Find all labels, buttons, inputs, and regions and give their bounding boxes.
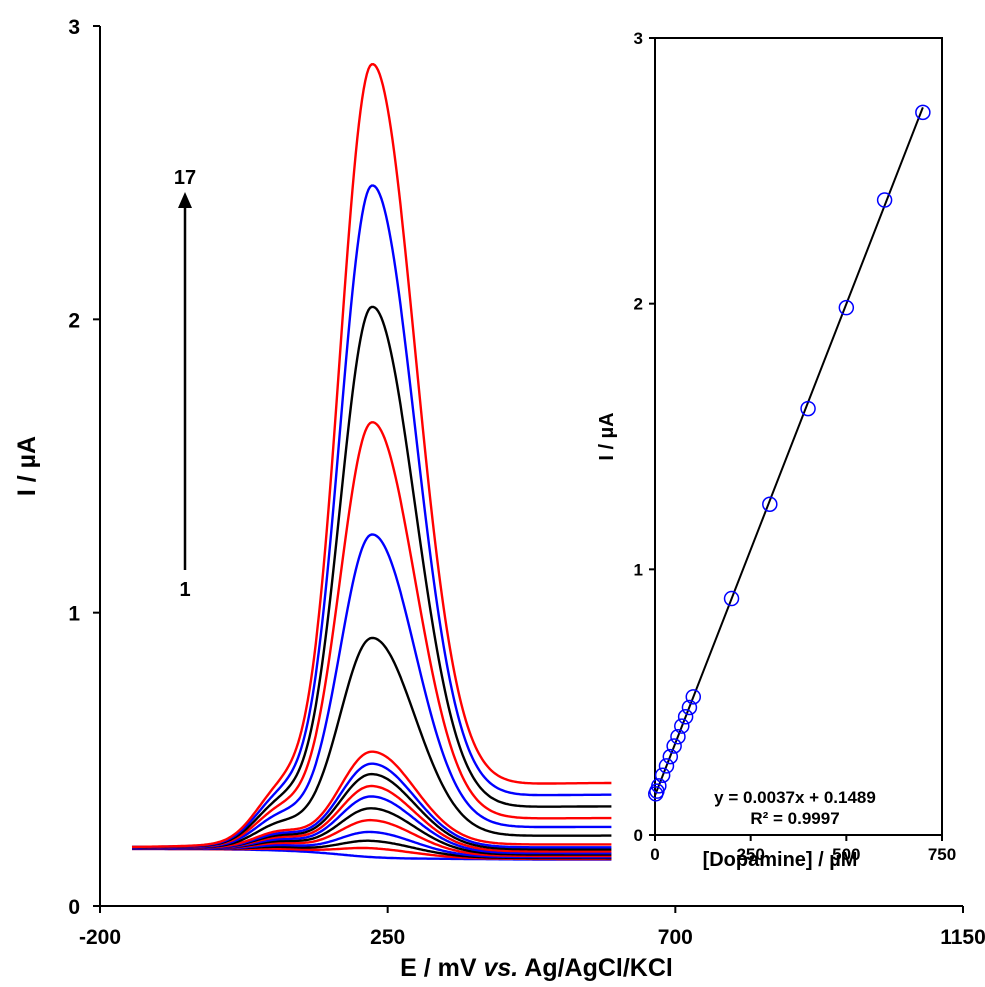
- main-chart: -200 250 700 1150 0 1 2 3 E / mV vs. Ag/AgCl/K…: [13, 16, 985, 982]
- inset-y-tick-label: 1: [634, 560, 643, 579]
- voltammogram-curve-11: [132, 750, 612, 849]
- calibration-point: [685, 689, 702, 705]
- arrow-head: [178, 192, 192, 208]
- inset-frame: [654, 37, 943, 836]
- voltammogram-curve-16: [132, 184, 612, 849]
- main-y-tick-label: 0: [68, 896, 80, 919]
- inset-y-tick-label: 2: [634, 295, 643, 314]
- voltammogram-curves: [131, 62, 612, 861]
- inset-y-axis-label: I / µA: [596, 412, 618, 460]
- regression-equation: y = 0.0037x + 0.1489: [714, 788, 876, 807]
- inset-x-ticks: 0 250 500 750: [650, 835, 956, 864]
- calibration-point: [674, 718, 690, 734]
- main-x-tick-label: -200: [79, 926, 121, 949]
- calibration-point: [762, 496, 778, 512]
- main-y-tick-label: 2: [68, 309, 80, 332]
- inset-y-tick-label: 3: [634, 29, 643, 48]
- regression-r-squared: R² = 0.9997: [750, 809, 839, 828]
- voltammogram-curve-13: [132, 533, 612, 849]
- calibration-point: [658, 758, 675, 774]
- calibration-point: [876, 192, 893, 208]
- main-x-tick-label: 700: [658, 926, 693, 949]
- inset-calibration-chart: 0 250 500 750 0 1 2 3 [Dopamine] / µM I / µA y…: [596, 29, 956, 871]
- calibration-point: [677, 709, 694, 725]
- main-x-ticks: -200 250 700 1150: [79, 906, 985, 949]
- x-axis-label-vs: vs.: [483, 954, 518, 982]
- calibration-point: [651, 778, 667, 794]
- x-axis-label-part-3: Ag/AgCl/KCl: [518, 954, 673, 982]
- calibration-point: [915, 104, 931, 121]
- main-y-tick-label: 3: [68, 16, 80, 39]
- calibration-point: [681, 699, 698, 716]
- voltammogram-curve-15: [131, 305, 612, 849]
- voltammogram-curve-17: [132, 62, 612, 849]
- inset-x-tick-label: 250: [736, 845, 764, 864]
- inset-x-tick-label: 0: [650, 845, 659, 864]
- main-x-tick-label: 250: [370, 926, 405, 949]
- calibration-point: [654, 767, 671, 783]
- inset-y-tick-label: 0: [634, 826, 643, 845]
- main-x-axis-label: E / mV vs. Ag/AgCl/KCl: [400, 954, 673, 982]
- calibration-point: [662, 748, 679, 765]
- arrow-label-top: 17: [174, 167, 196, 189]
- main-y-axis-label: I / µA: [13, 436, 41, 496]
- calibration-point: [723, 590, 740, 607]
- calibration-point: [800, 400, 816, 417]
- calibration-fit-line: [654, 107, 924, 796]
- main-y-tick-label: 1: [68, 603, 80, 626]
- voltammogram-curve-12: [132, 636, 612, 849]
- inset-y-ticks: 0 1 2 3: [634, 29, 655, 845]
- calibration-point: [838, 299, 855, 316]
- main-x-tick-label: 1150: [940, 926, 985, 949]
- inset-x-tick-label: 750: [928, 845, 956, 864]
- scan-direction-arrow: 17 1: [174, 167, 196, 601]
- calibration-points: [648, 104, 931, 802]
- inset-x-tick-label: 500: [832, 845, 860, 864]
- main-y-ticks: 0 1 2 3: [68, 16, 100, 919]
- calibration-point: [666, 738, 682, 754]
- x-axis-label-part-1: E / mV: [400, 954, 483, 982]
- arrow-label-bottom: 1: [179, 579, 190, 601]
- inset-x-axis-label: [Dopamine] / µM: [703, 849, 858, 871]
- calibration-point: [670, 728, 686, 745]
